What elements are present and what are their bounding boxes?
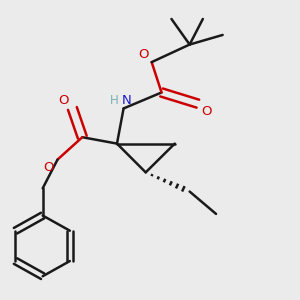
Text: O: O (44, 161, 54, 174)
Text: O: O (201, 105, 212, 118)
Text: O: O (58, 94, 69, 107)
Text: N: N (122, 94, 132, 107)
Text: H: H (110, 94, 118, 107)
Text: O: O (138, 47, 148, 61)
